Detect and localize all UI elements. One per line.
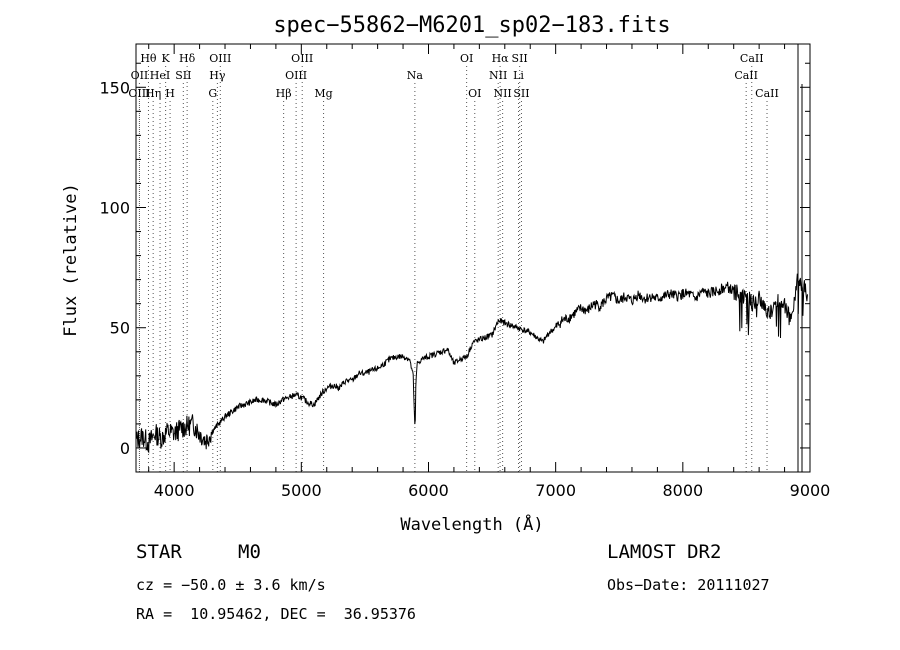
spectral-line-label: Hγ <box>209 69 226 82</box>
x-tick-label: 6000 <box>408 481 449 500</box>
spectral-line-label: OIII <box>285 69 307 82</box>
y-tick-label: 0 <box>120 439 130 458</box>
x-tick-label: 5000 <box>281 481 322 500</box>
spectral-line-label: G <box>208 87 217 100</box>
spectral-line-label: Hη <box>145 87 161 100</box>
spectral-line-label: Hθ <box>140 52 157 65</box>
x-tick-label: 7000 <box>535 481 576 500</box>
axis-ticks-layer: 4000 5000 6000 7000 8000 9000 0 50 100 150 <box>99 44 830 500</box>
plot-frame <box>135 43 811 473</box>
spectrum-line <box>135 273 808 454</box>
spectral-line-label: SII <box>175 69 191 82</box>
y-tick-label: 150 <box>99 78 130 97</box>
spectral-line-label: SII <box>513 87 529 100</box>
spectral-line-label: OIII <box>209 52 231 65</box>
y-tick-label: 50 <box>110 319 130 338</box>
spectral-line-label: CaII <box>755 87 779 100</box>
y-tick-label: 100 <box>99 199 130 218</box>
spectral-line-label: K <box>162 52 171 65</box>
observation-date: Obs−Date: 20111027 <box>607 576 770 594</box>
survey-name: LAMOST DR2 <box>607 541 722 563</box>
spectral-line-label: CaII <box>740 52 764 65</box>
spectral-line-label: Hα <box>492 52 510 65</box>
spectral-line-label: Mg <box>314 87 332 100</box>
spectral-line-label: OIII <box>291 52 313 65</box>
spectral-line-label: NII <box>493 87 511 100</box>
spectral-line-label: OIII <box>128 87 150 100</box>
object-class: STAR <box>136 541 182 563</box>
object-subclass: M0 <box>238 541 261 563</box>
redshift-cz: cz = −50.0 ± 3.6 km/s <box>136 576 326 594</box>
x-tick-label: 8000 <box>662 481 703 500</box>
spectral-line-label: H <box>165 87 175 100</box>
x-tick-label: 9000 <box>790 481 831 500</box>
x-tick-label: 4000 <box>154 481 195 500</box>
spectral-line-label: NII <box>489 69 507 82</box>
ra-dec: RA = 10.95462, DEC = 36.95376 <box>136 605 416 623</box>
spectral-line-label: HeI <box>150 69 170 82</box>
spectral-line-label: CaII <box>734 69 758 82</box>
spectral-line-label: SII <box>512 52 528 65</box>
x-axis-label: Wavelength (Å) <box>400 513 543 535</box>
chart-title: spec−55862−M6201_sp02−183.fits <box>273 13 670 38</box>
spectral-line-label: Hδ <box>179 52 196 65</box>
spectral-line-label: OI <box>460 52 473 65</box>
spectral-line-label: Li <box>513 69 524 82</box>
spectral-line-label: Na <box>407 69 424 82</box>
spectral-line-label: Hβ <box>276 87 292 100</box>
y-axis-label: Flux (relative) <box>61 183 81 337</box>
spectral-line-label: OII <box>131 69 149 82</box>
spectral-line-label: OI <box>468 87 481 100</box>
